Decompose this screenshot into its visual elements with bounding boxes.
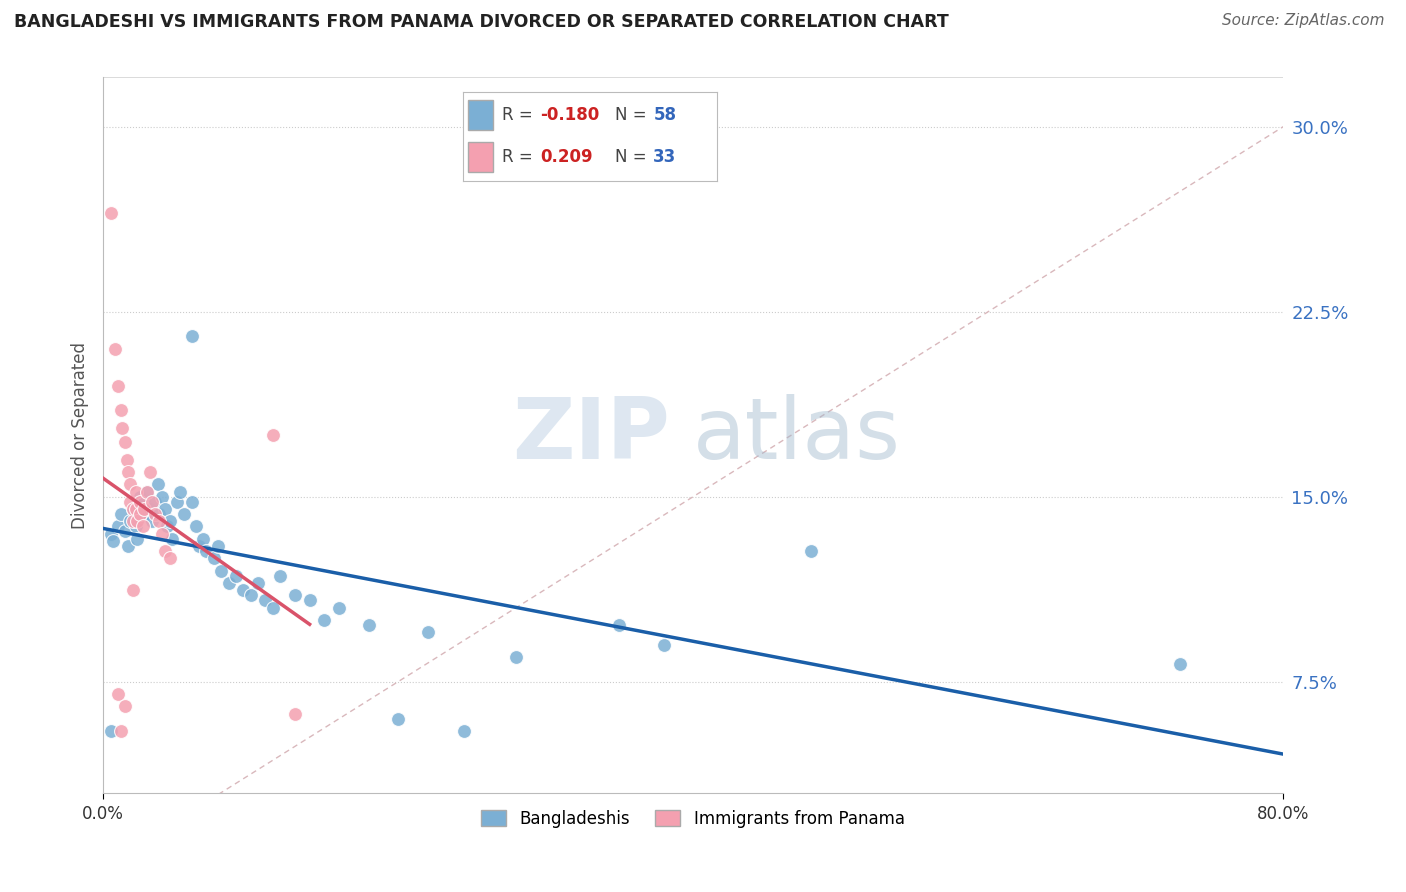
Point: [387, 712, 409, 726]
Point: [162, 532, 184, 546]
Point: [117, 539, 139, 553]
Point: [247, 576, 270, 591]
Point: [269, 568, 291, 582]
Point: [232, 583, 254, 598]
Point: [159, 551, 181, 566]
Point: [136, 484, 159, 499]
Point: [125, 532, 148, 546]
Point: [207, 539, 229, 553]
Point: [100, 724, 122, 739]
Text: ZIP: ZIP: [512, 393, 669, 476]
Point: [416, 625, 439, 640]
Point: [124, 519, 146, 533]
Point: [110, 724, 132, 739]
Point: [173, 507, 195, 521]
Point: [129, 490, 152, 504]
Point: [125, 514, 148, 528]
Point: [209, 564, 232, 578]
Point: [357, 618, 380, 632]
Point: [129, 507, 152, 521]
Point: [184, 519, 207, 533]
Point: [141, 494, 163, 508]
Point: [218, 576, 240, 591]
Point: [202, 551, 225, 566]
Point: [146, 477, 169, 491]
Legend: Bangladeshis, Immigrants from Panama: Bangladeshis, Immigrants from Panama: [475, 803, 911, 834]
Point: [124, 502, 146, 516]
Point: [107, 378, 129, 392]
Point: [129, 494, 152, 508]
Point: [114, 435, 136, 450]
Point: [121, 583, 143, 598]
Point: [262, 600, 284, 615]
Point: [609, 618, 631, 632]
Point: [104, 342, 127, 356]
Point: [254, 593, 277, 607]
Point: [141, 514, 163, 528]
Point: [143, 507, 166, 521]
Point: [155, 519, 177, 533]
Point: [148, 514, 170, 528]
Point: [239, 588, 262, 602]
Point: [159, 514, 181, 528]
Point: [134, 494, 156, 508]
Y-axis label: Divorced or Separated: Divorced or Separated: [72, 342, 89, 529]
Point: [453, 724, 475, 739]
Point: [150, 490, 173, 504]
Point: [114, 524, 136, 539]
Point: [117, 465, 139, 479]
Point: [107, 519, 129, 533]
Text: atlas: atlas: [693, 393, 901, 476]
Point: [800, 544, 823, 558]
Point: [298, 593, 321, 607]
Point: [118, 494, 141, 508]
Point: [314, 613, 336, 627]
Point: [115, 452, 138, 467]
Point: [148, 507, 170, 521]
Point: [121, 514, 143, 528]
Point: [134, 502, 156, 516]
Point: [1168, 657, 1191, 672]
Point: [153, 544, 176, 558]
Point: [153, 502, 176, 516]
Point: [110, 507, 132, 521]
Point: [225, 568, 247, 582]
Point: [150, 526, 173, 541]
Point: [505, 650, 527, 665]
Point: [195, 544, 218, 558]
Point: [166, 494, 188, 508]
Point: [193, 532, 215, 546]
Point: [124, 484, 146, 499]
Point: [121, 502, 143, 516]
Point: [100, 206, 122, 220]
Point: [121, 502, 143, 516]
Point: [169, 484, 191, 499]
Point: [118, 514, 141, 528]
Point: [111, 420, 134, 434]
Point: [328, 600, 350, 615]
Point: [132, 509, 155, 524]
Point: [139, 502, 162, 516]
Point: [180, 329, 202, 343]
Point: [136, 484, 159, 499]
Point: [188, 539, 211, 553]
Point: [114, 699, 136, 714]
Point: [262, 428, 284, 442]
Point: [180, 494, 202, 508]
Point: [107, 687, 129, 701]
Point: [139, 465, 162, 479]
Point: [110, 403, 132, 417]
Text: Source: ZipAtlas.com: Source: ZipAtlas.com: [1222, 13, 1385, 29]
Point: [100, 526, 122, 541]
Text: BANGLADESHI VS IMMIGRANTS FROM PANAMA DIVORCED OR SEPARATED CORRELATION CHART: BANGLADESHI VS IMMIGRANTS FROM PANAMA DI…: [14, 13, 949, 31]
Point: [118, 477, 141, 491]
Point: [143, 494, 166, 508]
Point: [284, 588, 307, 602]
Point: [132, 519, 155, 533]
Point: [652, 638, 675, 652]
Point: [103, 534, 125, 549]
Point: [284, 706, 307, 721]
